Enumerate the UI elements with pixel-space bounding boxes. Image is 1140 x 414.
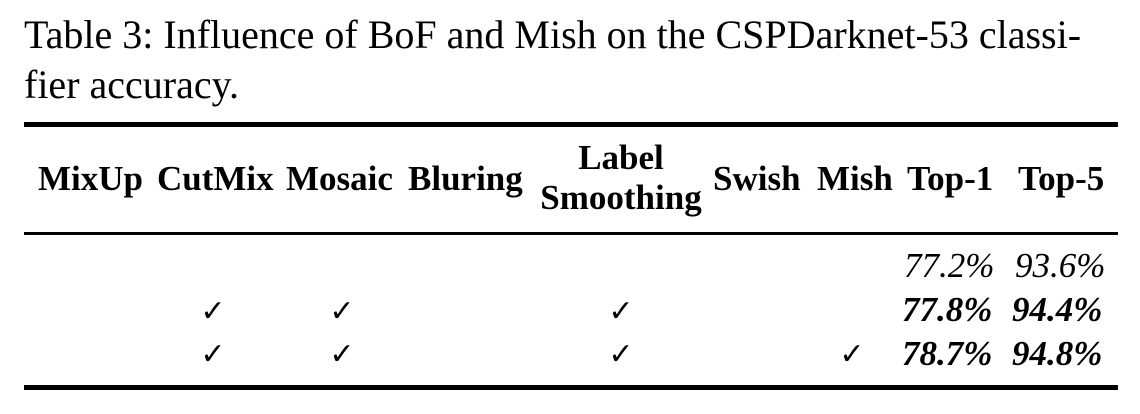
- header-mixup: MixUp: [38, 159, 143, 198]
- header-mish: Mish: [817, 159, 893, 198]
- header-bluring: Bluring: [408, 159, 523, 198]
- table-header-rule: [24, 232, 1118, 235]
- row3-top5: 94.8%: [1012, 334, 1103, 373]
- row1-top5: 93.6%: [1015, 246, 1106, 285]
- header-top1: Top-1: [907, 159, 994, 198]
- row2-cutmix-check-icon: ✓: [200, 294, 226, 329]
- row2-mosaic-check-icon: ✓: [329, 294, 355, 329]
- table-bottom-rule: [24, 385, 1118, 390]
- header-mosaic: Mosaic: [286, 159, 393, 198]
- header-label-smoothing: Label Smoothing: [536, 138, 706, 218]
- row3-label-smoothing-check-icon: ✓: [608, 337, 634, 372]
- row2-top1: 77.8%: [902, 290, 993, 329]
- header-label-smoothing-line-1: Label: [578, 138, 664, 177]
- row2-top5: 94.4%: [1012, 290, 1103, 329]
- table-top-rule: [24, 122, 1118, 127]
- row2-label-smoothing-check-icon: ✓: [608, 294, 634, 329]
- header-label-smoothing-line-2: Smoothing: [540, 178, 702, 217]
- header-swish: Swish: [713, 159, 801, 198]
- row3-mosaic-check-icon: ✓: [329, 337, 355, 372]
- table-caption: Table 3: Influence of BoF and Mish on th…: [24, 10, 1118, 110]
- row3-mish-check-icon: ✓: [839, 337, 865, 372]
- caption-line-2: fier accuracy.: [24, 62, 239, 107]
- row1-top1: 77.2%: [904, 246, 995, 285]
- row3-cutmix-check-icon: ✓: [200, 337, 226, 372]
- row3-top1: 78.7%: [902, 334, 993, 373]
- header-top5: Top-5: [1018, 159, 1105, 198]
- header-cutmix: CutMix: [157, 159, 274, 198]
- caption-line-1: Table 3: Influence of BoF and Mish on th…: [24, 12, 1082, 57]
